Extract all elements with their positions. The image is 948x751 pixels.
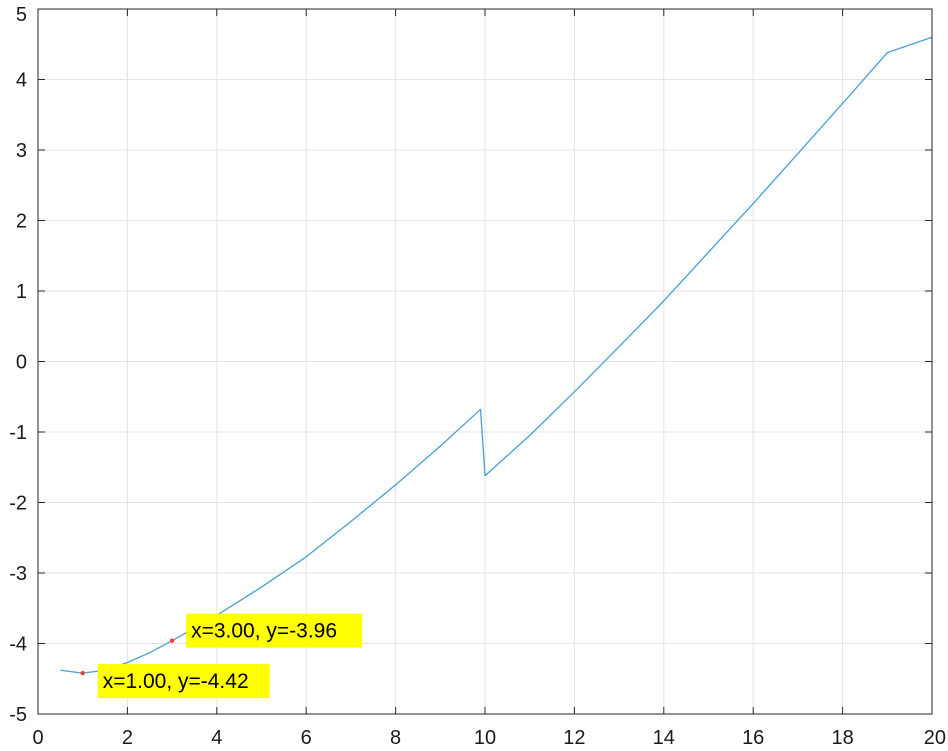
x-tick-label: 10 [474, 727, 496, 749]
datatip[interactable]: x=1.00, y=-4.42 [80, 664, 270, 699]
datatip-marker [80, 670, 85, 676]
grid-layer [37, 8, 933, 715]
axis-layer [37, 8, 933, 715]
datatip-label: x=3.00, y=-3.96 [191, 620, 337, 643]
y-tick-label: 4 [16, 70, 27, 92]
y-tick-label: 5 [16, 4, 27, 26]
y-tick-label: -3 [9, 563, 27, 585]
x-tick-label: 18 [831, 727, 853, 749]
y-tick-label: -5 [9, 704, 27, 726]
y-tick-label: 0 [16, 352, 27, 374]
x-tick-label: 6 [301, 727, 312, 749]
x-tick-label: 20 [924, 727, 946, 749]
datatip-box [97, 664, 270, 699]
datatip[interactable]: x=3.00, y=-3.96 [169, 613, 363, 648]
x-tick-label: 12 [563, 727, 585, 749]
x-tick-label: 16 [742, 727, 764, 749]
x-tick-labels: 0 2 4 6 8 10 12 14 16 18 20 [32, 727, 946, 749]
series-layer [60, 36, 933, 674]
x-tick-label: 8 [390, 727, 401, 749]
datatip-marker [169, 638, 175, 643]
x-tick-label: 0 [32, 727, 43, 749]
y-tick-label: 1 [16, 281, 27, 303]
datatip-label: x=1.00, y=-4.42 [103, 670, 249, 693]
datatip-box [186, 613, 363, 648]
y-tick-label: -2 [9, 493, 27, 515]
datatip-layer: x=1.00, y=-4.42 x=3.00, y=-3.96 [80, 613, 363, 699]
y-tick-label: 2 [16, 211, 27, 233]
y-tick-label: 3 [16, 140, 27, 162]
series-line [60, 36, 933, 674]
x-tick-label: 4 [211, 727, 222, 749]
x-tick-label: 2 [122, 727, 133, 749]
y-tick-label: -4 [9, 634, 27, 656]
y-tick-label: -1 [9, 422, 27, 444]
x-tick-label: 14 [653, 727, 675, 749]
y-tick-labels: -5 -4 -3 -2 -1 0 1 2 3 4 5 [9, 4, 27, 726]
